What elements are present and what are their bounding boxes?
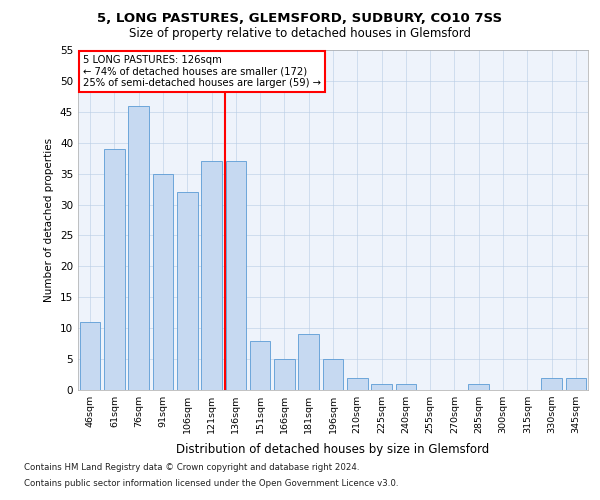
Text: Size of property relative to detached houses in Glemsford: Size of property relative to detached ho… [129, 28, 471, 40]
Text: 5 LONG PASTURES: 126sqm
← 74% of detached houses are smaller (172)
25% of semi-d: 5 LONG PASTURES: 126sqm ← 74% of detache… [83, 55, 321, 88]
Bar [347, 378, 368, 390]
Text: Distribution of detached houses by size in Glemsford: Distribution of detached houses by size … [176, 442, 490, 456]
Text: Contains HM Land Registry data © Crown copyright and database right 2024.: Contains HM Land Registry data © Crown c… [24, 464, 359, 472]
Y-axis label: Number of detached properties: Number of detached properties [44, 138, 55, 302]
Bar [371, 384, 392, 390]
Bar [566, 378, 586, 390]
Bar [177, 192, 197, 390]
Bar [395, 384, 416, 390]
Bar [226, 162, 246, 390]
Bar [298, 334, 319, 390]
Text: 5, LONG PASTURES, GLEMSFORD, SUDBURY, CO10 7SS: 5, LONG PASTURES, GLEMSFORD, SUDBURY, CO… [97, 12, 503, 26]
Bar [274, 359, 295, 390]
Bar [541, 378, 562, 390]
Bar [201, 162, 222, 390]
Bar [250, 340, 271, 390]
Bar [323, 359, 343, 390]
Bar [80, 322, 100, 390]
Bar [152, 174, 173, 390]
Bar [104, 149, 125, 390]
Bar [469, 384, 489, 390]
Text: Contains public sector information licensed under the Open Government Licence v3: Contains public sector information licen… [24, 478, 398, 488]
Bar [128, 106, 149, 390]
